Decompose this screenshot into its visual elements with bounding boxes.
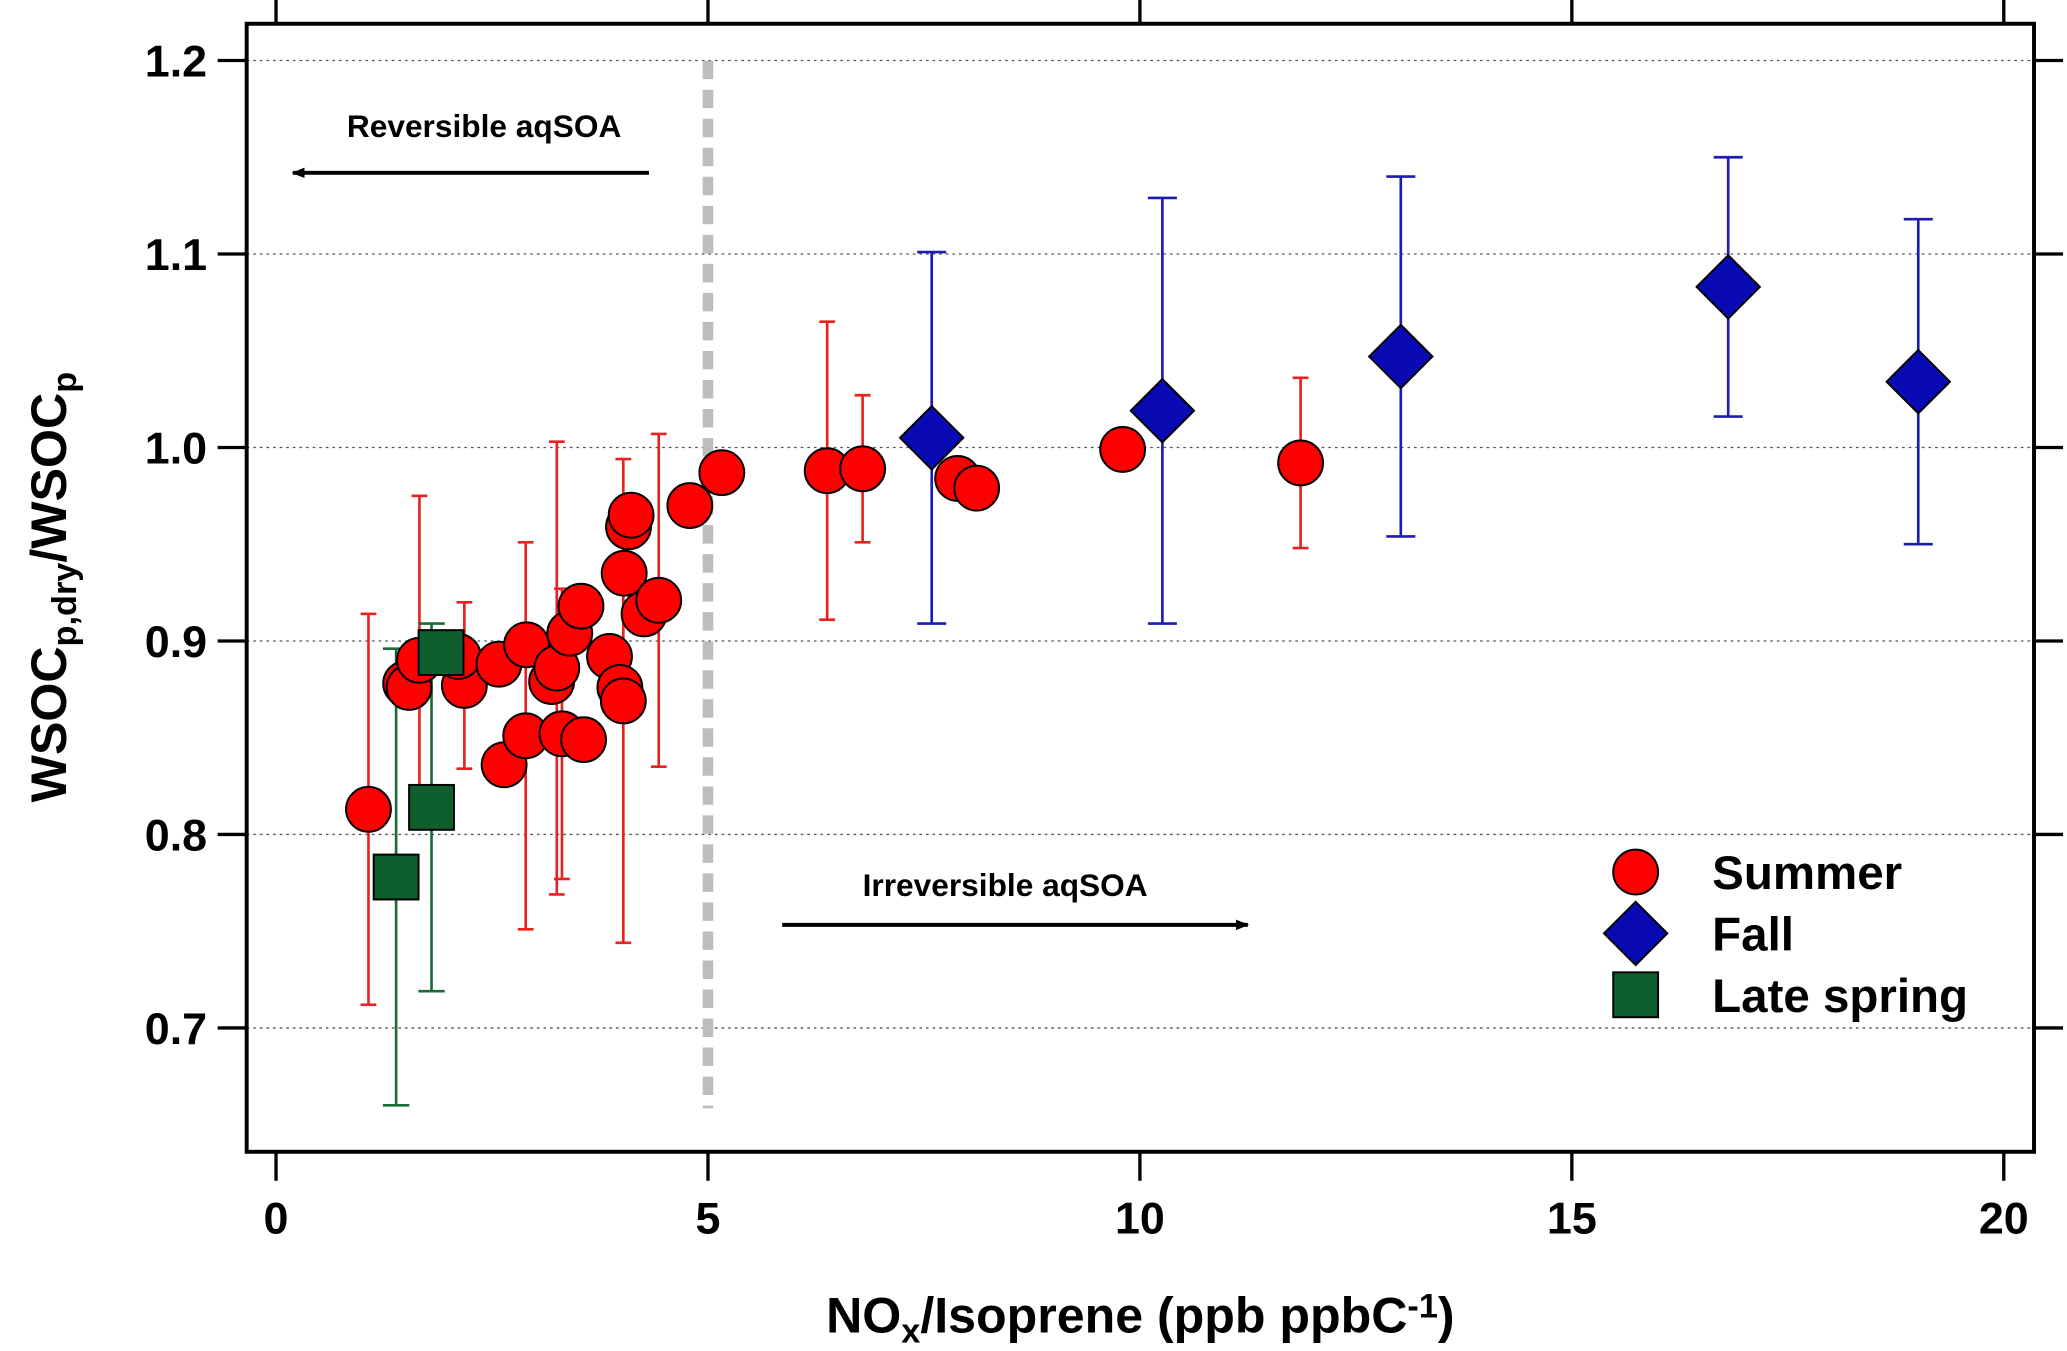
marker [839,445,887,493]
marker [607,491,655,539]
marker [698,449,746,497]
y-tick-label: 0.7 [145,1003,207,1054]
marker [1885,348,1952,415]
marker [600,549,648,597]
legend-marker [1612,848,1660,896]
x-axis-title-part: NO [826,1288,901,1344]
y-tick-label: 1.1 [145,229,207,280]
annotation: Reversible aqSOA [347,108,622,144]
marker [557,582,605,630]
marker [417,629,465,677]
marker [1367,323,1434,390]
y-axis-title-part: /WSOC [21,393,77,563]
legend-marker [1612,971,1660,1019]
marker [1129,377,1196,444]
marker [560,716,607,764]
y-tick-label: 0.9 [145,616,207,667]
y-tick-label: 1.0 [145,422,207,473]
y-axis-title: WSOCp,dry/WSOCp [21,372,84,803]
annotation: Irreversible aqSOA [863,867,1148,903]
marker [898,404,965,471]
legend-label: Summer [1712,847,1902,900]
y-tick-label: 0.8 [145,809,207,860]
x-tick-label: 0 [264,1193,289,1244]
x-tick-label: 20 [1979,1193,2029,1244]
marker [1277,439,1325,487]
marker [953,464,1001,512]
legend-label: Fall [1712,909,1794,962]
x-tick-label: 15 [1547,1193,1597,1244]
y-axis-title-part: WSOC [21,646,77,802]
marker [372,853,420,901]
legend-label: Late spring [1712,970,1968,1023]
x-axis-title-part: ) [1438,1288,1455,1344]
marker [635,576,683,624]
marker [1099,426,1147,473]
x-axis-title-part: /Isoprene (ppb ppbC [920,1288,1407,1344]
marker [345,785,392,833]
x-tick-label: 10 [1115,1193,1165,1244]
plot-frame [244,21,2037,1154]
x-tick-label: 5 [696,1193,721,1244]
marker [599,677,647,725]
marker [408,783,455,831]
y-tick-label: 1.2 [145,35,207,86]
x-axis-title-part: x [901,1313,920,1351]
marker [1695,253,1762,320]
legend-marker [1602,900,1669,967]
marker [666,482,714,529]
y-axis-title-part: p,dry [46,563,84,647]
x-axis-title-part: -1 [1407,1287,1437,1325]
x-axis-title: NOx/Isoprene (ppb ppbC-1) [826,1287,1455,1350]
y-axis-title-part: p [46,372,84,393]
